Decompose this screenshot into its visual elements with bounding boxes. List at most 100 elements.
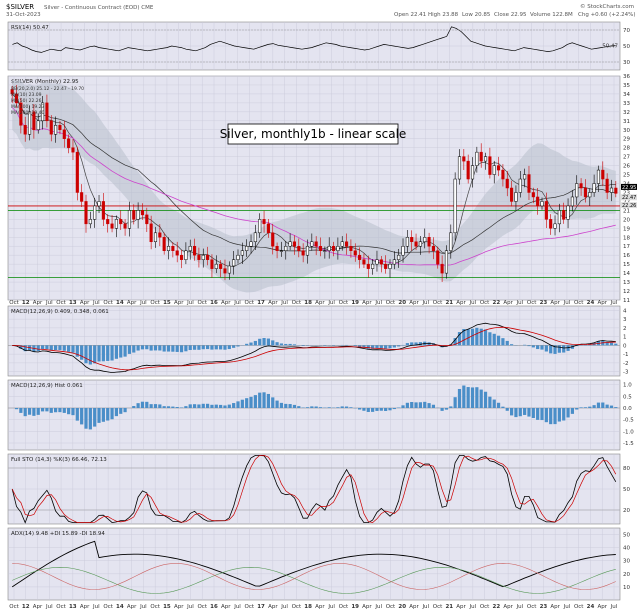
x-tick-label: Jul bbox=[139, 604, 147, 610]
macd-bar bbox=[249, 342, 253, 346]
hist-bar bbox=[84, 408, 88, 429]
hist-bar bbox=[197, 404, 201, 408]
macd-ytick-label: 3 bbox=[623, 317, 627, 323]
adx-ytick-label: 50 bbox=[623, 533, 630, 539]
x-tick-label: Jul bbox=[421, 300, 429, 306]
candle-body bbox=[388, 263, 392, 269]
x-tick-label: Jul bbox=[280, 300, 288, 306]
hist-bar bbox=[80, 408, 84, 425]
candle-body bbox=[479, 151, 483, 162]
candle-body bbox=[371, 263, 375, 269]
candle-body bbox=[127, 210, 131, 229]
candle-body bbox=[444, 250, 449, 274]
macd_hist-ytick-label: 0.5 bbox=[623, 394, 632, 400]
price-ytick-label: 18 bbox=[623, 235, 630, 241]
macd-bar bbox=[605, 342, 609, 346]
x-tick-label: Jul bbox=[469, 300, 477, 306]
macd-bar bbox=[201, 345, 205, 350]
candle-body bbox=[305, 245, 310, 256]
hist-bar bbox=[201, 403, 205, 408]
hist-bar bbox=[371, 408, 375, 412]
candle-body bbox=[84, 201, 88, 225]
price-ytick-label: 29 bbox=[623, 137, 630, 143]
hist-bar bbox=[32, 408, 36, 416]
candle-body bbox=[206, 254, 210, 260]
price-tag-box bbox=[621, 202, 637, 209]
hist-bar bbox=[562, 408, 566, 421]
rsi-ytick-label: 30 bbox=[623, 60, 630, 66]
candle-body bbox=[375, 259, 379, 265]
candle-body bbox=[284, 245, 288, 251]
hist-bar bbox=[249, 396, 253, 408]
candle-body bbox=[271, 232, 275, 247]
adx-ytick-label: 20 bbox=[623, 572, 630, 578]
candle-body bbox=[93, 205, 97, 220]
hist-bar bbox=[284, 403, 288, 408]
candle-body bbox=[345, 241, 349, 247]
candle-body bbox=[544, 201, 548, 220]
hist-bar bbox=[492, 399, 496, 408]
macd-bar bbox=[544, 345, 548, 352]
candle-body bbox=[431, 245, 435, 251]
macd-bar bbox=[358, 345, 362, 347]
hist-bar bbox=[245, 398, 249, 408]
candle-body bbox=[279, 250, 283, 252]
macd-ytick-label: 0 bbox=[623, 343, 627, 349]
x-axis: Oct 12 Apr Jul Oct 13 Apr Jul Oct 14 Apr Jul Oct 15 Ap… bbox=[9, 300, 618, 610]
x-tick-label: Apr bbox=[174, 604, 184, 610]
macd-bar bbox=[258, 338, 262, 346]
macd-panel-title: MACD(12,26,9) 0.409, 0.348, 0.061 bbox=[11, 309, 109, 315]
stoch-ytick-label: 20 bbox=[623, 508, 630, 514]
candle-body bbox=[266, 223, 270, 234]
x-tick-label: Apr bbox=[597, 604, 607, 610]
macd_hist-panel-title: MACD(12,26,9) Hist 0.061 bbox=[11, 383, 83, 389]
x-tick-label: 18 bbox=[304, 604, 312, 610]
macd_hist-panel-frame bbox=[7, 379, 621, 451]
x-tick-label: 21 bbox=[445, 300, 453, 306]
x-tick-label: Oct bbox=[339, 300, 349, 306]
macd-bar bbox=[93, 345, 97, 364]
macd_hist-ytick-label: -1.0 bbox=[623, 429, 634, 435]
candle-body bbox=[101, 201, 105, 220]
macd-bar bbox=[45, 345, 49, 350]
x-tick-label: Oct bbox=[103, 604, 113, 610]
price-legend-entry: MA(200) 19.40 bbox=[11, 110, 45, 116]
hist-bar bbox=[314, 406, 318, 408]
macd-bar bbox=[119, 345, 123, 358]
price-ytick-label: 26 bbox=[623, 164, 630, 170]
hist-bar bbox=[101, 408, 105, 422]
hist-bar bbox=[58, 408, 62, 413]
price-ytick-label: 28 bbox=[623, 146, 630, 152]
candle-body bbox=[397, 254, 401, 260]
hist-bar bbox=[601, 402, 605, 408]
candle-body bbox=[575, 183, 579, 198]
hist-bar bbox=[614, 407, 618, 408]
x-tick-label: Apr bbox=[268, 604, 278, 610]
price-ytick-label: 13 bbox=[623, 280, 630, 286]
candle-body bbox=[110, 223, 114, 229]
x-tick-label: Oct bbox=[339, 604, 349, 610]
candle-body bbox=[310, 241, 314, 247]
x-tick-label: 16 bbox=[210, 300, 218, 306]
macd-bar bbox=[549, 345, 553, 354]
hist-bar bbox=[496, 402, 501, 408]
panel-price: 36 35 34 33 32 31 30 29 28 27 26 25 24 23 22 21 20 19 18 17… bbox=[7, 74, 637, 304]
hist-bar bbox=[423, 401, 427, 408]
macd-bar bbox=[405, 343, 409, 346]
price-ytick-label: 17 bbox=[623, 244, 630, 250]
x-tick-label: Oct bbox=[197, 604, 207, 610]
macd-bar bbox=[588, 344, 592, 346]
x-tick-label: 24 bbox=[587, 300, 595, 306]
x-tick-label: Apr bbox=[550, 300, 560, 306]
macd-bar bbox=[562, 345, 566, 353]
x-tick-label: Apr bbox=[456, 604, 466, 610]
rsi-last-value: 50.47 bbox=[602, 44, 618, 50]
candle-body bbox=[45, 102, 49, 122]
x-tick-label: Oct bbox=[103, 300, 113, 306]
ma10-line bbox=[11, 93, 616, 268]
macd-bar bbox=[510, 344, 514, 346]
hist-bar bbox=[462, 385, 466, 408]
hist-bar bbox=[219, 404, 223, 408]
panel-macd_hist: 1.0 0.5 0.0 -0.5 -1.0 -1.5 MACD(12,26,9) Hist … bbox=[7, 379, 634, 451]
x-tick-label: Apr bbox=[268, 300, 278, 306]
